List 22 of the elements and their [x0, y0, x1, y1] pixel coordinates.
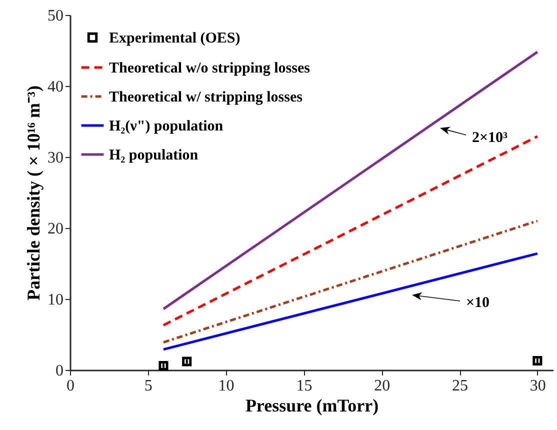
- y-tick-label: 20: [48, 220, 64, 238]
- x-tick-label: 25: [452, 378, 468, 394]
- x-axis-title: Pressure (mTorr): [245, 396, 379, 416]
- y-tick-label: 0: [56, 362, 64, 380]
- y-tick-label: 40: [48, 78, 64, 96]
- y-axis-title: Particle density ( × 10¹⁶ m⁻³): [24, 86, 44, 300]
- legend-label: Theoretical w/o stripping losses: [109, 60, 310, 76]
- legend-label: H₂ population: [109, 148, 199, 164]
- annotation: ×10: [466, 295, 490, 311]
- x-tick-label: 30: [530, 378, 546, 394]
- annotation: 2×10³: [472, 130, 508, 146]
- legend-label: H₂(ν") population: [109, 118, 224, 134]
- x-tick-label: 20: [374, 378, 390, 394]
- x-tick-label: 10: [218, 378, 234, 394]
- legend-label: Theoretical w/ stripping losses: [109, 90, 303, 106]
- x-tick-label: 15: [296, 378, 312, 394]
- y-tick-label: 10: [48, 292, 64, 308]
- legend-label: Experimental (OES): [109, 30, 240, 46]
- y-tick-label: 50: [48, 8, 64, 24]
- x-tick-label: 5: [144, 378, 152, 394]
- x-tick-label: 0: [66, 378, 74, 394]
- y-tick-label: 30: [48, 150, 64, 166]
